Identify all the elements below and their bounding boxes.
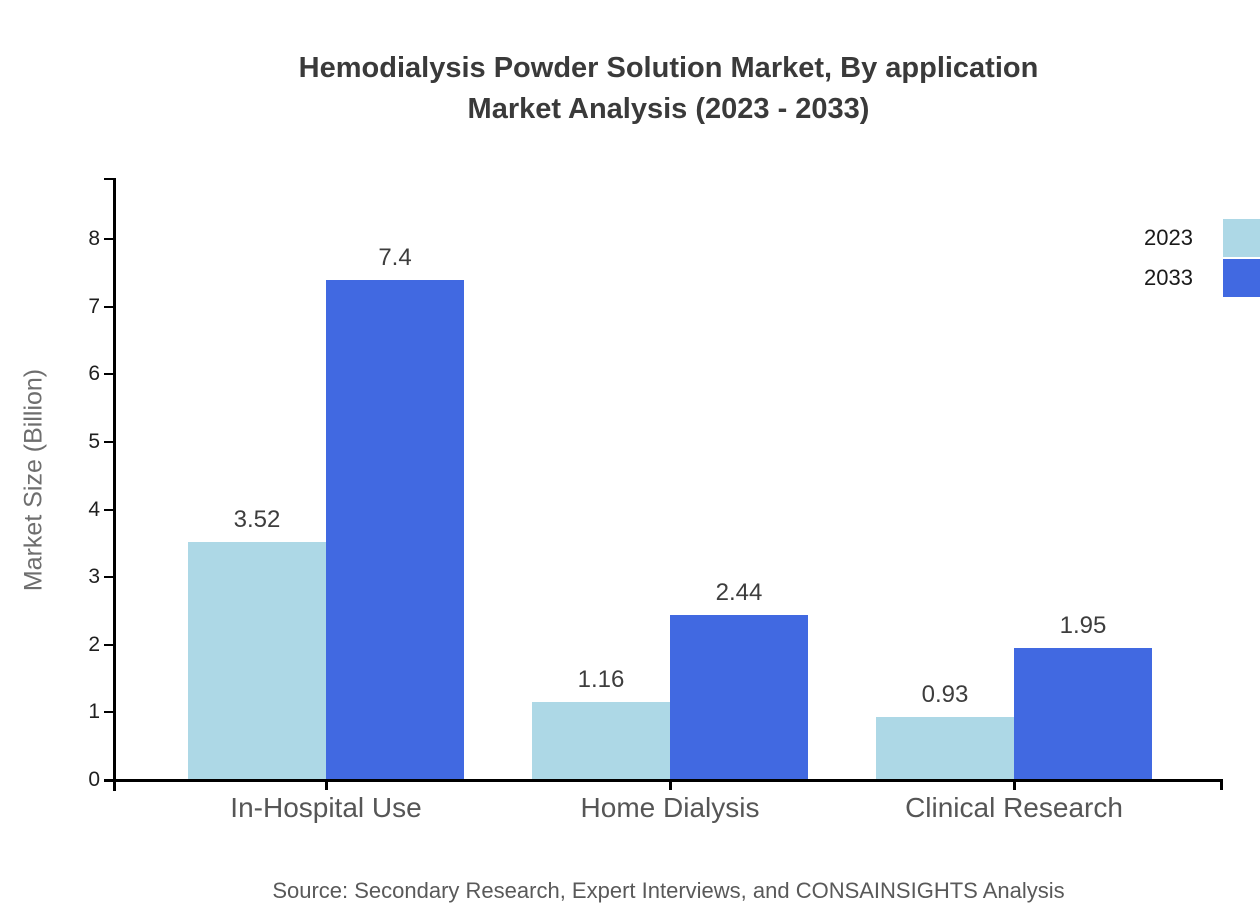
legend-row-2023: 2023 <box>1144 219 1260 257</box>
bar-2033-in-hospital-use <box>326 279 464 780</box>
legend-label-2033: 2033 <box>1144 265 1193 290</box>
y-tick-label: 1 <box>88 700 100 724</box>
chart-title-line1: Hemodialysis Powder Solution Market, By … <box>298 52 1039 84</box>
legend: 2023 2033 <box>1144 219 1260 297</box>
legend-swatch-2023 <box>1223 219 1260 257</box>
value-label-2033-home-dialysis: 2.44 <box>715 578 763 606</box>
category-label-in-hospital-use: In-Hospital Use <box>230 792 422 823</box>
y-tick-label: 6 <box>88 362 100 386</box>
legend-label-2023: 2023 <box>1144 225 1193 250</box>
y-tick <box>104 576 113 579</box>
x-tick <box>325 779 328 790</box>
bar-2033-home-dialysis <box>670 614 808 780</box>
y-tick <box>104 440 113 443</box>
legend-swatch-2033 <box>1223 259 1260 297</box>
value-label-2023-in-hospital-use: 3.52 <box>233 505 281 533</box>
y-tick-label: 8 <box>88 227 100 250</box>
y-tick <box>104 238 113 240</box>
source-text: Source: Secondary Research, Expert Inter… <box>272 878 1065 903</box>
chart-title: Hemodialysis Powder Solution Market, By … <box>115 48 1222 130</box>
x-tick <box>1013 779 1016 790</box>
value-label-2033-in-hospital-use: 7.4 <box>378 243 412 271</box>
y-tick-label: 0 <box>88 768 100 791</box>
bar-2023-clinical-research <box>876 717 1014 780</box>
y-tick-label: 2 <box>88 632 100 656</box>
bar-2023-in-hospital-use <box>188 541 326 780</box>
x-axis-spine <box>104 779 1222 782</box>
y-tick <box>104 305 113 308</box>
bar-2023-home-dialysis <box>532 701 670 780</box>
category-label-home-dialysis: Home Dialysis <box>580 792 760 823</box>
chart-title-line2: Market Analysis (2023 - 2033) <box>467 93 870 125</box>
y-axis-top-cap <box>104 178 113 180</box>
y-axis-spine <box>113 178 116 791</box>
y-tick <box>104 373 113 376</box>
y-tick-label: 4 <box>88 497 100 521</box>
y-tick <box>104 508 113 511</box>
y-tick <box>104 643 113 646</box>
value-label-2033-clinical-research: 1.95 <box>1059 612 1107 640</box>
value-label-2023-home-dialysis: 1.16 <box>577 665 625 693</box>
legend-row-2033: 2033 <box>1144 259 1260 297</box>
category-label-clinical-research: Clinical Research <box>905 792 1123 823</box>
y-tick <box>104 711 113 714</box>
y-tick-label: 7 <box>88 294 100 318</box>
y-tick-label: 3 <box>88 565 100 589</box>
x-axis-right-cap <box>1220 779 1223 790</box>
value-label-2023-clinical-research: 0.93 <box>921 681 969 709</box>
y-tick-label: 5 <box>88 429 100 453</box>
x-tick <box>669 779 672 790</box>
bar-2033-clinical-research <box>1014 648 1152 780</box>
